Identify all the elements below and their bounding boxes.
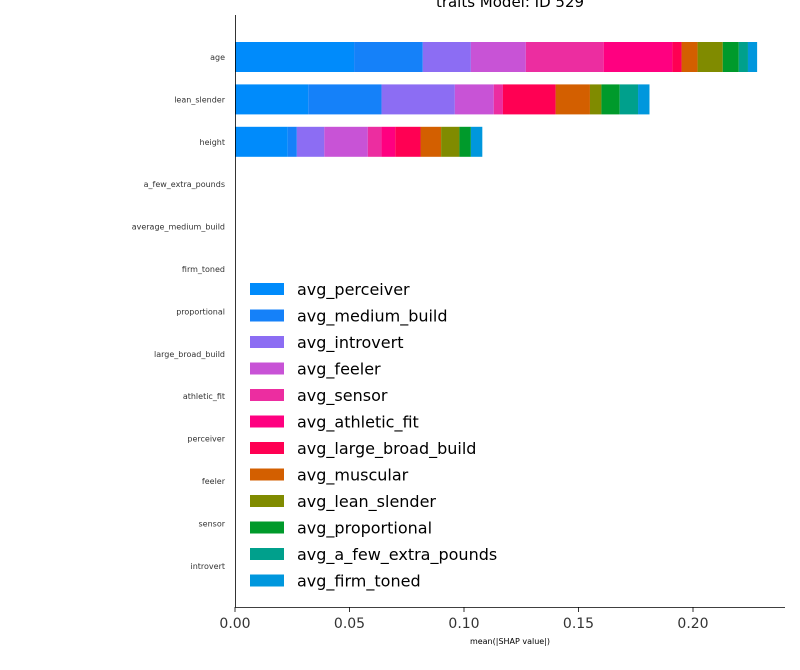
bar-segment [287, 126, 297, 157]
bar-segment [354, 42, 423, 72]
legend-swatch [250, 468, 284, 481]
bar-segment [381, 126, 396, 157]
bar-segment [555, 84, 590, 115]
legend-swatch [250, 362, 284, 375]
y-tick-label: large_broad_build [154, 350, 225, 359]
legend-label: avg_proportional [297, 519, 432, 539]
legend-label: avg_lean_slender [297, 492, 436, 512]
bar-segment [619, 84, 639, 115]
bar-segment [235, 84, 309, 115]
legend-swatch [250, 309, 284, 322]
x-tick-label: 0.00 [219, 616, 250, 632]
x-tick-label: 0.15 [563, 616, 594, 632]
x-tick-label: 0.05 [334, 616, 365, 632]
bar-segment [603, 42, 673, 72]
y-tick-label: sensor [198, 519, 225, 528]
y-tick-label: age [210, 53, 225, 62]
legend-swatch [250, 521, 284, 534]
chart-title: traits Model: ID 529 [436, 0, 584, 11]
legend: avg_perceiver avg_medium_build avg_introve… [250, 280, 497, 592]
legend-label: avg_athletic_fit [297, 413, 419, 433]
bar-segment [308, 84, 382, 115]
bar-segment [454, 84, 494, 115]
bar-segment [681, 42, 698, 72]
legend-label: avg_muscular [297, 466, 409, 486]
legend-label: avg_sensor [297, 386, 388, 406]
x-tick-label: 0.10 [448, 616, 479, 632]
y-tick-label: average_medium_build [132, 223, 225, 232]
bar-segment [589, 84, 602, 115]
legend-swatch [250, 389, 284, 401]
bar-segment [722, 42, 739, 72]
bar-segment [697, 42, 723, 72]
bar-segment [470, 42, 526, 72]
bar-segment [638, 84, 650, 115]
legend-label: avg_a_few_extra_pounds [297, 545, 497, 565]
bar-segment [235, 126, 288, 157]
bar-segment [601, 84, 620, 115]
y-tick-label: perceiver [187, 435, 225, 444]
bar-segment [493, 84, 503, 115]
bar-segment [420, 126, 442, 157]
y-tick-label: introvert [190, 562, 225, 571]
bar-segment [747, 42, 758, 72]
bar-segment [459, 126, 471, 157]
bar-segment [422, 42, 471, 72]
legend-swatch [250, 442, 284, 454]
legend-swatch [250, 283, 284, 295]
y-tick-label: athletic_fit [183, 392, 225, 401]
bar-group [235, 42, 758, 157]
bar-segment [324, 126, 368, 157]
y-tick-label: a_few_extra_pounds [144, 180, 225, 189]
y-tick-label: feeler [202, 477, 226, 486]
legend-swatch [250, 415, 284, 428]
y-tick-label: lean_slender [174, 95, 226, 104]
x-tick-label: 0.20 [677, 616, 708, 632]
y-tick-label: firm_toned [182, 265, 225, 274]
bar-segment [672, 42, 682, 72]
bar-segment [381, 84, 455, 115]
bar-segment [441, 126, 460, 157]
bar-segment [470, 126, 483, 157]
legend-label: avg_introvert [297, 333, 403, 353]
legend-swatch [250, 574, 284, 587]
bar-segment [296, 126, 325, 157]
bar-segment [502, 84, 556, 115]
bar-segment [367, 126, 382, 157]
y-tick-label: height [200, 138, 226, 147]
legend-swatch [250, 336, 284, 348]
bar-segment [235, 42, 355, 72]
legend-swatch [250, 495, 284, 507]
legend-label: avg_large_broad_build [297, 439, 476, 459]
y-tick-label: proportional [176, 307, 225, 316]
x-axis-label: mean(|SHAP value|) [470, 637, 550, 646]
legend-label: avg_medium_build [297, 307, 448, 327]
x-ticks: 0.00 0.05 0.10 0.15 0.20 [219, 607, 709, 632]
legend-label: avg_firm_toned [297, 572, 421, 592]
legend-swatch [250, 548, 284, 560]
bar-segment [738, 42, 748, 72]
bar-segment [525, 42, 604, 72]
bar-segment [395, 126, 421, 157]
legend-label: avg_perceiver [297, 280, 410, 300]
legend-label: avg_feeler [297, 360, 381, 380]
